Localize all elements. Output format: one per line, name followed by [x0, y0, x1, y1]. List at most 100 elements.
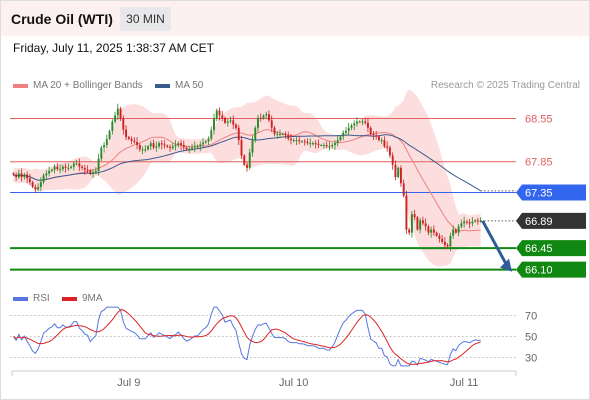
- candle-body: [463, 221, 466, 224]
- ma9-legend-label: 9MA: [82, 293, 103, 304]
- forecast-arrow-shaft: [481, 220, 509, 267]
- candle-body: [268, 114, 270, 121]
- candle-body: [37, 186, 40, 190]
- candle: [333, 140, 336, 150]
- candle: [295, 137, 298, 146]
- candle-body: [224, 117, 226, 123]
- candle: [312, 141, 314, 146]
- candle-body: [56, 166, 59, 170]
- candle-body: [155, 146, 158, 148]
- candle-body: [103, 145, 106, 148]
- candle-body: [130, 138, 133, 141]
- candle: [471, 217, 474, 227]
- candle: [26, 171, 29, 184]
- candle-body: [342, 132, 345, 137]
- candle-body: [388, 147, 391, 156]
- candle: [270, 115, 273, 133]
- candle-body: [454, 229, 457, 233]
- candle: [188, 146, 191, 154]
- candle-body: [116, 108, 119, 116]
- candle: [34, 184, 37, 194]
- candle: [20, 168, 23, 182]
- candle: [37, 183, 40, 192]
- candle-body: [333, 143, 336, 146]
- candle: [166, 144, 169, 149]
- candle: [202, 138, 204, 148]
- candle: [314, 140, 317, 149]
- candle: [169, 144, 172, 152]
- candle-body: [163, 144, 166, 146]
- candle-body: [435, 232, 438, 236]
- candle-body: [457, 226, 460, 233]
- candle: [460, 219, 463, 229]
- candle: [350, 123, 353, 131]
- candle: [273, 125, 276, 137]
- candle-body: [380, 140, 383, 142]
- candle: [281, 132, 284, 136]
- candle-body: [61, 166, 64, 170]
- candle-body: [136, 141, 139, 146]
- candle-body: [48, 170, 51, 174]
- candle: [386, 141, 389, 152]
- candle: [224, 116, 226, 125]
- candle: [136, 137, 139, 150]
- candle: [325, 141, 328, 149]
- candle-body: [331, 145, 334, 147]
- candle-body: [460, 223, 463, 227]
- candle-body: [419, 220, 422, 230]
- candle: [441, 235, 444, 244]
- candle-body: [97, 158, 100, 171]
- candle: [125, 125, 128, 141]
- candle: [111, 119, 114, 135]
- candle-body: [377, 136, 380, 141]
- candle: [53, 164, 56, 174]
- candle: [92, 169, 95, 178]
- candle-body: [28, 178, 31, 183]
- candle: [301, 140, 303, 143]
- candle-body: [83, 167, 86, 170]
- candle: [207, 136, 210, 146]
- candle-body: [147, 146, 150, 150]
- candle: [138, 143, 141, 152]
- candle-body: [441, 238, 444, 242]
- candle: [45, 170, 48, 181]
- price-label-66-89: 66.89: [525, 216, 553, 228]
- candle: [276, 130, 279, 139]
- candle-body: [185, 147, 188, 150]
- candle-body: [366, 122, 369, 128]
- candle: [383, 136, 386, 149]
- candle: [94, 167, 97, 175]
- price-label-66-45-badge: [516, 240, 586, 257]
- candle: [454, 228, 457, 234]
- candle-body: [144, 149, 147, 151]
- candle-body: [399, 167, 402, 184]
- candle-body: [210, 130, 213, 139]
- price-label-66-89-badge: [516, 212, 586, 229]
- candle: [309, 138, 312, 148]
- candle-body: [39, 182, 42, 187]
- candle-body: [141, 149, 144, 151]
- candle-body: [149, 143, 152, 147]
- candle: [369, 125, 372, 137]
- candle-body: [207, 138, 210, 142]
- candle: [116, 103, 119, 120]
- candle-body: [427, 226, 430, 233]
- candle-body: [279, 133, 281, 135]
- candle: [443, 236, 446, 250]
- candle: [221, 111, 224, 121]
- candle: [290, 133, 292, 145]
- rsi-legend-label: RSI: [33, 293, 50, 304]
- candle-body: [202, 142, 204, 145]
- ma9-swatch-icon: [62, 296, 77, 301]
- candle: [81, 164, 84, 171]
- candle: [122, 115, 125, 135]
- candle: [336, 135, 339, 147]
- candle-body: [53, 166, 56, 170]
- timeframe-button[interactable]: 30 MIN: [120, 7, 171, 31]
- candle: [72, 161, 75, 171]
- candle-body: [344, 130, 347, 133]
- candle: [397, 166, 400, 179]
- candle: [147, 145, 150, 151]
- candle: [114, 111, 117, 124]
